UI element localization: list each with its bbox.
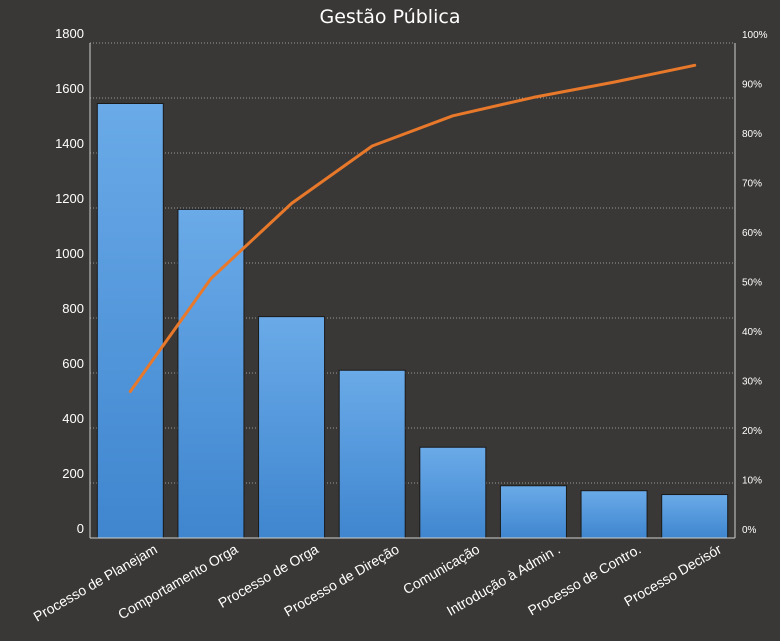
y-tick-label: 1200 [55, 191, 84, 206]
bar [580, 490, 648, 539]
y2-tick-label: 50% [742, 278, 762, 289]
y-tick-label: 1400 [55, 136, 84, 151]
bar [177, 208, 245, 539]
y-tick-label: 600 [62, 356, 84, 371]
y-tick-label: 1600 [55, 81, 84, 96]
y-tick-label: 800 [62, 301, 84, 316]
bar [661, 494, 729, 539]
bar [499, 485, 567, 539]
y2-tick-label: 90% [742, 80, 762, 91]
bar [258, 316, 326, 539]
y-tick-label: 200 [62, 466, 84, 481]
chart-title: Gestão Pública [319, 6, 461, 28]
cumulative-line [128, 63, 697, 393]
bar [96, 103, 164, 539]
y2-tick-label: 100% [742, 30, 768, 41]
y-tick-label: 400 [62, 411, 84, 426]
y2-tick-label: 80% [742, 129, 762, 140]
y2-tick-label: 60% [742, 228, 762, 239]
bar [338, 369, 406, 539]
y-tick-label: 1800 [55, 26, 84, 41]
y2-tick-label: 70% [742, 179, 762, 190]
bar [419, 446, 487, 539]
y-tick-label: 0 [77, 521, 84, 536]
y-tick-label: 1000 [55, 246, 84, 261]
y2-tick-label: 30% [742, 377, 762, 388]
y2-tick-label: 40% [742, 327, 762, 338]
y2-tick-label: 20% [742, 426, 762, 437]
y2-tick-label: 10% [742, 476, 762, 487]
y2-tick-label: 0% [742, 525, 757, 536]
